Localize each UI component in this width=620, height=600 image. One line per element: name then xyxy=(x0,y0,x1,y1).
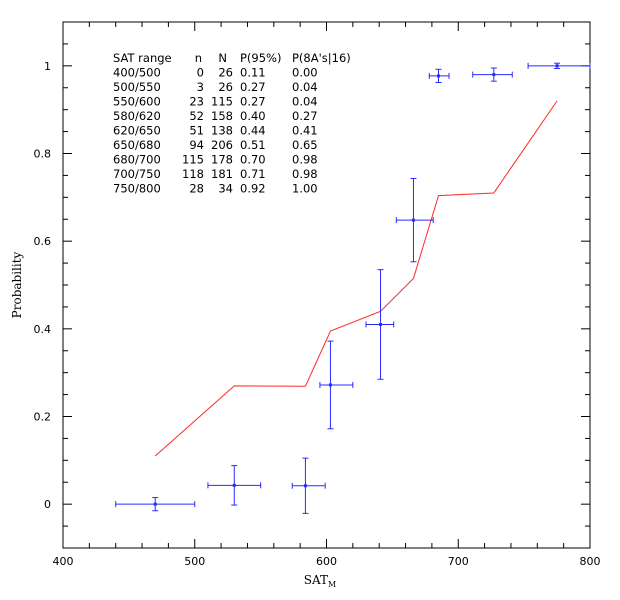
data-point xyxy=(291,457,326,514)
table-cell: 178 xyxy=(211,153,233,167)
data-table: SAT range n N P(95%) P(8A's|16) 400/500 0 26 0.1… xyxy=(113,51,351,196)
table-cell: 0.11 xyxy=(240,66,266,80)
table-cell: 28 xyxy=(189,182,204,196)
data-point xyxy=(527,62,591,69)
point-marker xyxy=(153,502,157,506)
axis-ticks xyxy=(62,21,591,549)
table-cell: 0.98 xyxy=(292,167,318,181)
table-row: 620/650 51 138 0.44 0.41 xyxy=(113,124,318,138)
data-point xyxy=(319,340,354,430)
point-marker xyxy=(379,322,383,326)
table-cell: 138 xyxy=(211,124,233,138)
data-point xyxy=(115,497,196,512)
table-cell: 26 xyxy=(218,66,233,80)
table-cell: 650/680 xyxy=(113,138,161,152)
data-point xyxy=(395,177,434,263)
x-axis-title: SATM xyxy=(304,573,336,589)
table-cell: 0.04 xyxy=(292,95,318,109)
data-point xyxy=(207,465,262,506)
table-cell: 34 xyxy=(218,182,233,196)
table-cell: 0.04 xyxy=(292,80,318,94)
table-cell: 400/500 xyxy=(113,66,161,80)
table-header-cell: N xyxy=(218,51,227,65)
data-point xyxy=(428,68,450,83)
table-cell: 23 xyxy=(189,95,204,109)
table-cell: 94 xyxy=(189,138,204,152)
table-cell: 0.51 xyxy=(240,138,266,152)
point-marker xyxy=(555,64,559,68)
table-cell: 680/700 xyxy=(113,153,161,167)
table-cell: 0.00 xyxy=(292,66,318,80)
data-points xyxy=(115,62,591,514)
table-row: 650/680 94 206 0.51 0.65 xyxy=(113,138,318,152)
table-cell: 620/650 xyxy=(113,124,161,138)
table-cell: 1.00 xyxy=(292,182,318,196)
table-header-cell: P(8A's|16) xyxy=(292,51,351,65)
table-cell: 181 xyxy=(211,167,233,181)
table-cell: 51 xyxy=(189,124,204,138)
table-cell: 0.27 xyxy=(240,80,266,94)
table-row: 680/700 115 178 0.70 0.98 xyxy=(113,153,318,167)
x-tick-label: 400 xyxy=(53,555,74,568)
point-marker xyxy=(303,484,307,488)
table-cell: 0.98 xyxy=(292,153,318,167)
table-cell: 0.44 xyxy=(240,124,266,138)
y-axis-title: Probability xyxy=(10,251,24,318)
y-tick-label: 0 xyxy=(44,498,51,511)
table-row: 400/500 0 26 0.11 0.00 xyxy=(113,66,318,80)
table-cell: 3 xyxy=(197,80,204,94)
table-header-cell: n xyxy=(195,51,202,65)
table-cell: 52 xyxy=(189,109,204,123)
table-cell: 700/750 xyxy=(113,167,161,181)
table-cell: 0.41 xyxy=(292,124,318,138)
y-tick-label: 0.8 xyxy=(34,148,52,161)
point-marker xyxy=(328,383,332,387)
x-axis-title-subscript: M xyxy=(328,580,336,589)
y-tick-label: 0.6 xyxy=(34,235,52,248)
table-cell: 0.70 xyxy=(240,153,266,167)
table-cell: 580/620 xyxy=(113,109,161,123)
axis-tick-labels: 400 500 600 700 800 0 0.2 0.4 0.6 0.8 1 xyxy=(34,60,601,568)
point-marker xyxy=(492,73,496,77)
point-marker xyxy=(436,74,440,78)
table-row: 500/550 3 26 0.27 0.04 xyxy=(113,80,318,94)
point-marker xyxy=(411,218,415,222)
table-header-cell: SAT range xyxy=(113,51,172,65)
table-cell: 750/800 xyxy=(113,182,161,196)
table-cell: 0 xyxy=(197,66,204,80)
y-tick-label: 0.2 xyxy=(34,411,52,424)
y-tick-label: 1 xyxy=(44,60,51,73)
x-axis-title-main: SAT xyxy=(304,573,328,587)
point-marker xyxy=(232,483,236,487)
x-tick-label: 600 xyxy=(316,555,337,568)
table-cell: 115 xyxy=(182,153,204,167)
table-cell: 118 xyxy=(182,167,204,181)
table-row: 750/800 28 34 0.92 1.00 xyxy=(113,182,318,196)
table-cell: 115 xyxy=(211,95,233,109)
table-cell: 0.27 xyxy=(292,109,318,123)
table-cell: 0.40 xyxy=(240,109,266,123)
table-row: 580/620 52 158 0.40 0.27 xyxy=(113,109,318,123)
data-point xyxy=(472,67,513,82)
table-cell: 206 xyxy=(211,138,233,152)
x-tick-label: 500 xyxy=(184,555,205,568)
table-header-row: SAT range n N P(95%) P(8A's|16) xyxy=(113,51,351,65)
y-tick-label: 0.4 xyxy=(34,323,52,336)
table-cell: 0.92 xyxy=(240,182,266,196)
table-cell: 550/600 xyxy=(113,95,161,109)
table-row: 700/750 118 181 0.71 0.98 xyxy=(113,167,318,181)
table-cell: 0.65 xyxy=(292,138,318,152)
table-cell: 500/550 xyxy=(113,80,161,94)
data-point xyxy=(365,269,395,380)
x-tick-label: 700 xyxy=(448,555,469,568)
table-cell: 26 xyxy=(218,80,233,94)
x-tick-label: 800 xyxy=(580,555,601,568)
table-row: 550/600 23 115 0.27 0.04 xyxy=(113,95,318,109)
table-cell: 158 xyxy=(211,109,233,123)
table-cell: 0.27 xyxy=(240,95,266,109)
table-cell: 0.71 xyxy=(240,167,266,181)
table-header-cell: P(95%) xyxy=(240,51,281,65)
